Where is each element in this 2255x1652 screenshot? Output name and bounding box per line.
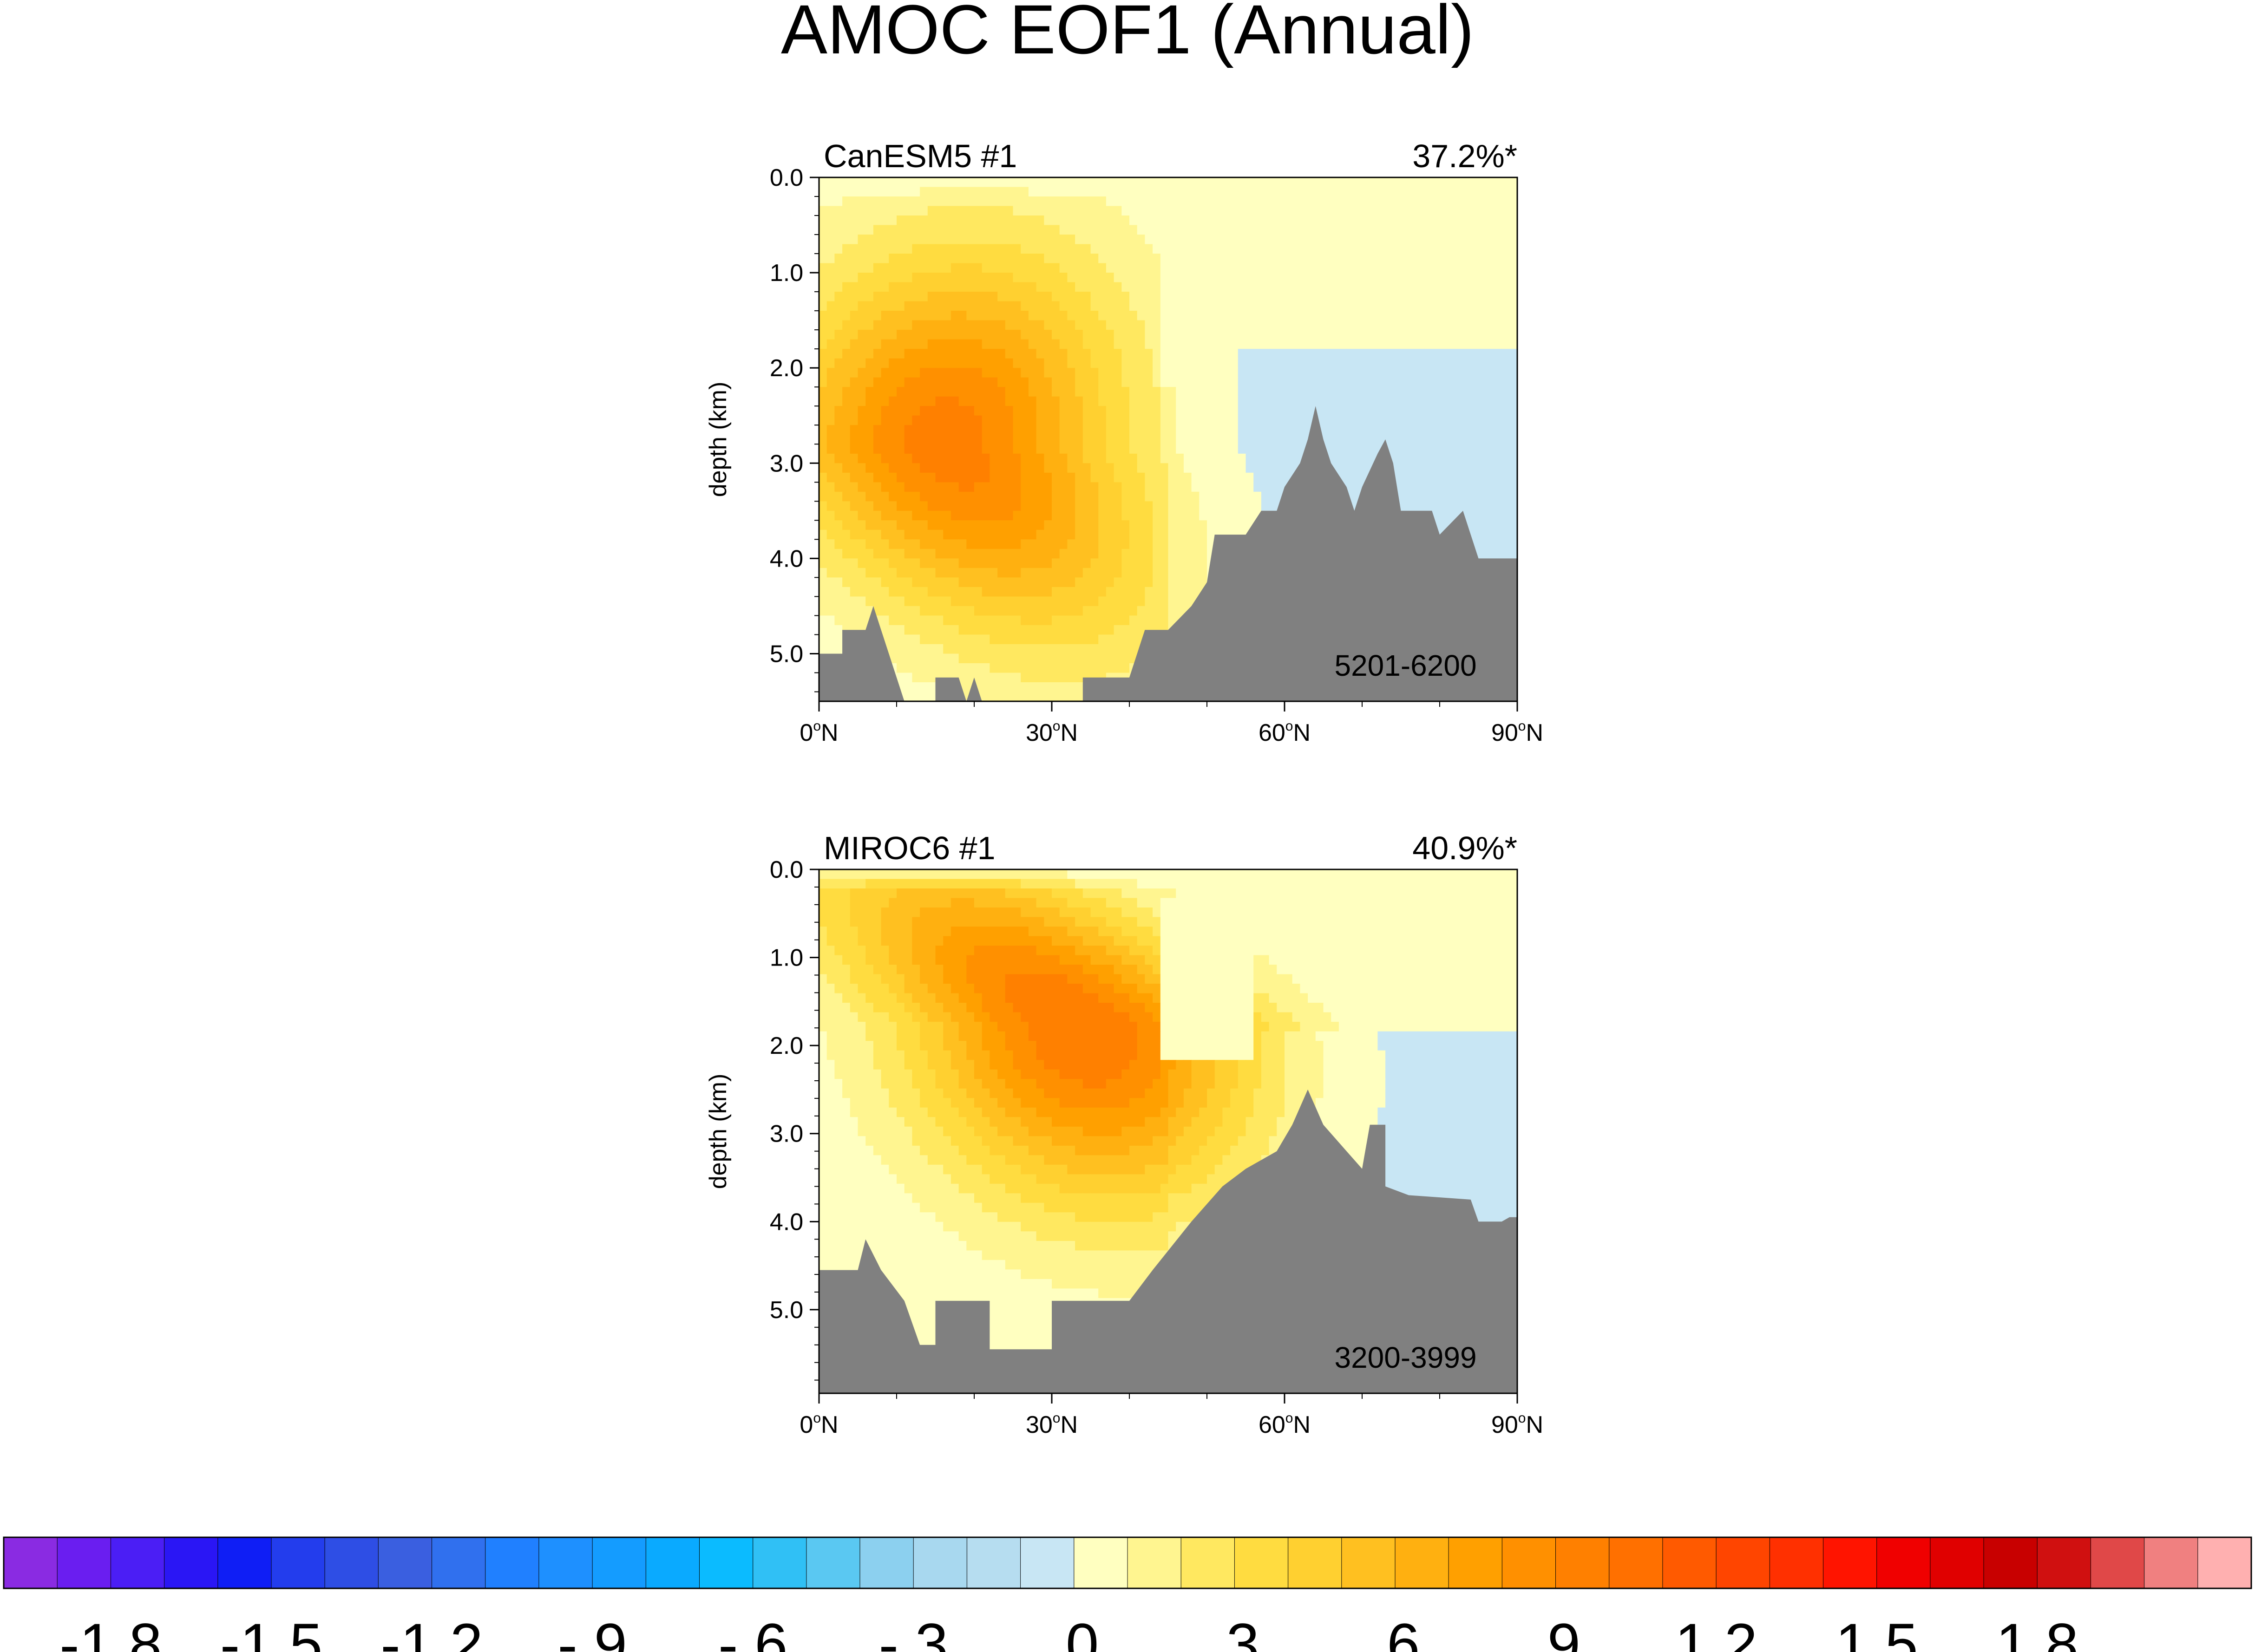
y-tick-label: 0.0: [770, 164, 803, 191]
colorbar-box: [1395, 1537, 1449, 1589]
colorbar-box: [645, 1537, 700, 1589]
figure-title: AMOC EOF1 (Annual): [781, 0, 1474, 68]
period-label: 3200-3999: [1334, 1341, 1476, 1374]
colorbar-box: [538, 1537, 593, 1589]
y-tick-label: 3.0: [770, 1121, 803, 1148]
panel-1: CanESM5 #1 37.2%* 5201-6200 0.0 1.0 2.0 3.0 4.0…: [705, 138, 1543, 746]
bathymetry-mask: [819, 1089, 1517, 1393]
x-tick-label: 0oN: [800, 718, 838, 746]
colorbar-box: [485, 1537, 539, 1589]
y-tick-label: 4.0: [770, 1208, 803, 1235]
colorbar-box: [1555, 1537, 1610, 1589]
colorbar-box: [1769, 1537, 1824, 1589]
y-tick-label: 5.0: [770, 1297, 803, 1324]
colorbar-tick-label: 1.5: [1835, 1612, 1918, 1652]
x-tick-label: 60oN: [1259, 1410, 1311, 1438]
y-tick-label: 2.0: [770, 1032, 803, 1059]
bathymetry-mask: [819, 406, 1517, 701]
colorbar-box: [3, 1537, 58, 1589]
colorbar-box: [1501, 1537, 1556, 1589]
colorbar-box: [271, 1537, 326, 1589]
colorbar-box: [1020, 1537, 1075, 1589]
colorbar-tick-label: -.6: [718, 1612, 787, 1652]
plot-frame: [818, 868, 1518, 1394]
colorbar-box: [1930, 1537, 1985, 1589]
colorbar-box: [2037, 1537, 2091, 1589]
y-tick-label: 5.0: [770, 640, 803, 667]
colorbar-box: [2090, 1537, 2145, 1589]
colorbar-tick-label: -.3: [879, 1612, 948, 1652]
period-label: 5201-6200: [1334, 649, 1476, 682]
colorbar-box: [1662, 1537, 1717, 1589]
colorbar-box: [1823, 1537, 1877, 1589]
contour-panels: CanESM5 #1 37.2%* 5201-6200 0.0 1.0 2.0 3.0 4.0…: [705, 138, 1543, 1438]
colorbar-box: [966, 1537, 1021, 1589]
colorbar-box: [753, 1537, 807, 1589]
colorbar-box: [806, 1537, 861, 1589]
y-axis-label: depth (km): [705, 382, 732, 497]
colorbar-tick-label: -.9: [557, 1612, 627, 1652]
y-tick-label: 0.0: [770, 856, 803, 883]
panel-left-title: CanESM5 #1: [824, 138, 1017, 174]
colorbar-tick-label: -1.8: [59, 1612, 162, 1652]
colorbar-tick-label: .3: [1210, 1612, 1259, 1652]
plot-frame: [818, 176, 1518, 702]
colorbar-box: [164, 1537, 218, 1589]
colorbar-box: [592, 1537, 647, 1589]
colorbar-box: [1288, 1537, 1342, 1589]
panel-left-title: MIROC6 #1: [824, 830, 996, 866]
colorbar-box: [913, 1537, 968, 1589]
colorbar-box: [324, 1537, 379, 1589]
colorbar-tick-label: -1.2: [380, 1612, 483, 1652]
x-tick-label: 60oN: [1259, 718, 1311, 746]
colorbar: -1.8 -1.5 -1.2 -.9 -.6 -.3 .0 .3 .6 .9 1.2 1.5 1.8: [3, 1536, 2252, 1652]
colorbar-box: [2144, 1537, 2198, 1589]
y-tick-label: 4.0: [770, 545, 803, 572]
colorbar-tick-label: .6: [1370, 1612, 1420, 1652]
colorbar-box: [699, 1537, 754, 1589]
colorbar-box: [1448, 1537, 1503, 1589]
y-tick-label: 1.0: [770, 260, 803, 287]
colorbar-box: [1876, 1537, 1931, 1589]
x-tick-label: 30oN: [1026, 1410, 1078, 1438]
colorbar-frame: [3, 1536, 2252, 1589]
x-tick-label: 90oN: [1491, 718, 1543, 746]
x-tick-label: 90oN: [1491, 1410, 1543, 1438]
colorbar-box: [1127, 1537, 1182, 1589]
x-tick-label: 0oN: [800, 1410, 838, 1438]
y-tick-label: 2.0: [770, 355, 803, 382]
colorbar-tick-label: 1.2: [1675, 1612, 1757, 1652]
colorbar-box: [1609, 1537, 1663, 1589]
y-axis-label: depth (km): [705, 1074, 732, 1189]
panel-right-title: 37.2%*: [1412, 138, 1517, 174]
colorbar-box: [1341, 1537, 1396, 1589]
colorbar-tick-label: .0: [1049, 1612, 1099, 1652]
colorbar-box: [57, 1537, 111, 1589]
colorbar-box: [110, 1537, 165, 1589]
y-tick-label: 1.0: [770, 945, 803, 972]
y-tick-label: 3.0: [770, 450, 803, 477]
colorbar-box: [1180, 1537, 1235, 1589]
colorbar-box: [378, 1537, 433, 1589]
colorbar-tick-label: -1.5: [220, 1612, 323, 1652]
colorbar-box: [217, 1537, 272, 1589]
colorbar-box: [1716, 1537, 1770, 1589]
colorbar-box: [2197, 1537, 2252, 1589]
colorbar-box: [1074, 1537, 1128, 1589]
panel-2: MIROC6 #1 40.9%* 3200-3999 0.0 1.0 2.0 3.0 4.0 5…: [705, 830, 1543, 1438]
colorbar-box: [432, 1537, 486, 1589]
x-tick-label: 30oN: [1026, 718, 1078, 746]
colorbar-box: [859, 1537, 914, 1589]
colorbar-box: [1983, 1537, 2038, 1589]
colorbar-tick-label: .9: [1531, 1612, 1580, 1652]
colorbar-tick-label: 1.8: [1996, 1612, 2078, 1652]
panel-right-title: 40.9%*: [1412, 830, 1517, 866]
colorbar-box: [1234, 1537, 1289, 1589]
